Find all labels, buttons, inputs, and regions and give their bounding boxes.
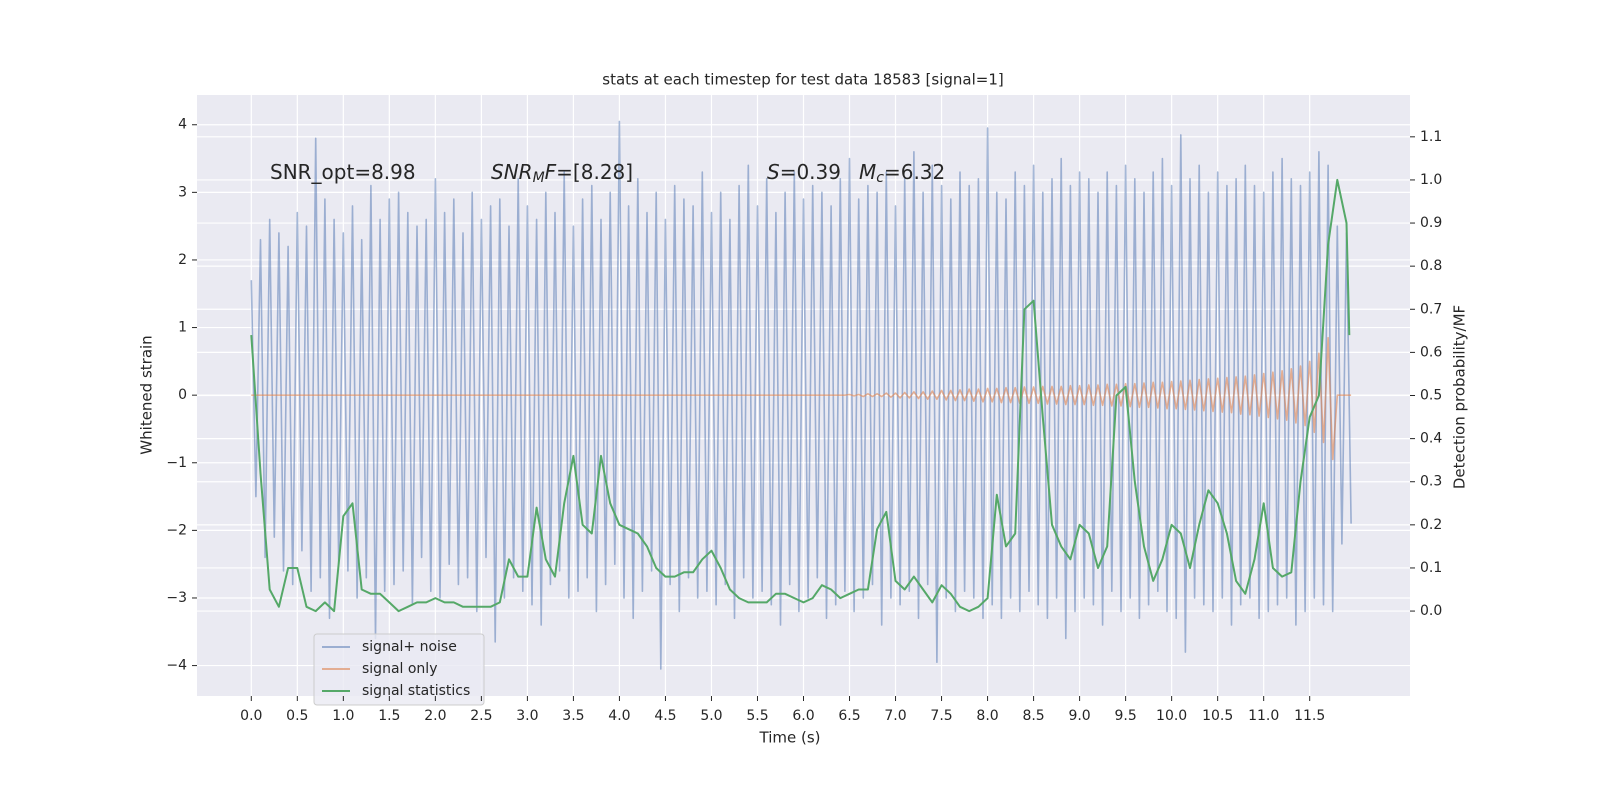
x-tick-label: 4.0 (608, 708, 630, 724)
annotation-part: F (545, 160, 557, 184)
x-tick-label: 3.5 (562, 708, 584, 724)
y-tick-label: 3 (178, 184, 187, 200)
annotation-part: M (533, 170, 545, 186)
x-tick-label: 4.5 (654, 708, 676, 724)
y2-tick-label: 0.4 (1420, 431, 1442, 447)
x-tick-label: 5.0 (700, 708, 722, 724)
chart-title: stats at each timestep for test data 185… (602, 71, 1003, 89)
annotation: SNR_opt=8.98 (270, 160, 416, 184)
y2-tick-label: 0.2 (1420, 517, 1442, 533)
x-tick-label: 1.0 (332, 708, 354, 724)
annotation-part: =0.39 (780, 160, 841, 184)
x-tick-label: 2.5 (470, 708, 492, 724)
series-line (250, 178, 1351, 613)
y2-tick-label: 1.1 (1420, 129, 1442, 145)
legend-label: signal only (362, 661, 437, 677)
y2-tick-label: 0.6 (1420, 344, 1442, 360)
x-tick-label: 3.0 (516, 708, 538, 724)
y2-tick-label: 0.3 (1420, 474, 1442, 490)
y2-tick-label: 0.7 (1420, 301, 1442, 317)
x-tick-label: 11.0 (1248, 708, 1279, 724)
annotation: Mc=6.32 (859, 160, 945, 187)
x-tick-label: 6.5 (838, 708, 860, 724)
series-line (251, 336, 1352, 461)
x-tick-label: 2.0 (424, 708, 446, 724)
legend-box (313, 633, 485, 706)
x-tick-label: 6.0 (792, 708, 814, 724)
y2-tick-label: 1.0 (1420, 172, 1442, 188)
y2-tick-label: 0.5 (1420, 388, 1442, 404)
y-tick-label: −1 (166, 455, 187, 471)
x-tick-label: 7.0 (884, 708, 906, 724)
y2-tick-label: 0.0 (1420, 603, 1442, 619)
legend-label: signal statistics (362, 683, 470, 699)
x-tick-label: 1.5 (378, 708, 400, 724)
annotation: SNRMF=[8.28] (491, 160, 633, 187)
y2-axis-label: Detection probability/MF (1451, 305, 1469, 489)
annotation: S=0.39 (767, 160, 841, 184)
x-tick-label: 11.5 (1294, 708, 1325, 724)
annotation-part: M (859, 160, 876, 184)
annotation-part: =[8.28] (556, 160, 633, 184)
y-axis-label: Whitened strain (138, 335, 156, 454)
x-tick-label: 8.0 (976, 708, 998, 724)
legend-label: signal+ noise (362, 639, 457, 655)
x-tick-label: 10.5 (1202, 708, 1233, 724)
annotation-part: c (876, 170, 884, 186)
y-tick-label: 0 (178, 387, 187, 403)
y-tick-label: 1 (178, 320, 187, 336)
y-tick-label: −4 (166, 658, 187, 674)
annotation-part: SNR_opt=8.98 (270, 160, 416, 184)
annotation-part: S (767, 160, 780, 184)
x-tick-label: 8.5 (1022, 708, 1044, 724)
y-tick-label: −2 (166, 522, 187, 538)
x-tick-label: 0.0 (240, 708, 262, 724)
annotation-part: =6.32 (884, 160, 945, 184)
x-tick-label: 7.5 (930, 708, 952, 724)
y-tick-label: 4 (178, 117, 187, 133)
x-axis-label: Time (s) (759, 729, 821, 747)
x-tick-label: 9.5 (1114, 708, 1136, 724)
x-tick-label: 5.5 (746, 708, 768, 724)
annotation-part: SNR (491, 160, 533, 184)
y2-tick-label: 0.8 (1420, 258, 1442, 274)
y-tick-label: −3 (166, 590, 187, 606)
y2-tick-label: 0.9 (1420, 215, 1442, 231)
x-tick-label: 9.0 (1068, 708, 1090, 724)
x-tick-label: 0.5 (286, 708, 308, 724)
y2-tick-label: 0.1 (1420, 560, 1442, 576)
y-tick-label: 2 (178, 252, 187, 268)
x-tick-label: 10.0 (1156, 708, 1187, 724)
